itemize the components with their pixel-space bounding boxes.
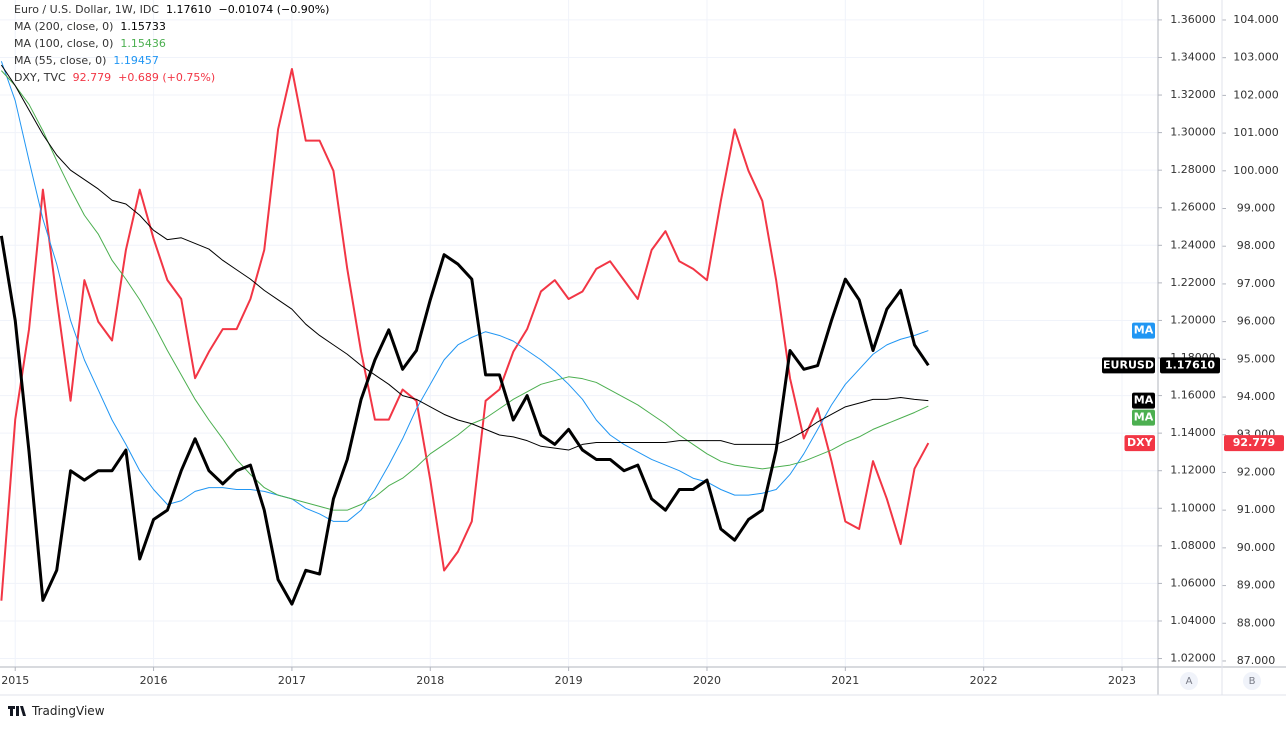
legend: Euro / U.S. Dollar, 1W, IDC 1.17610 −0.010… [14, 1, 336, 86]
y2-tick-label: 89.000 [1237, 579, 1276, 592]
series-tag-label: MA [1134, 324, 1154, 337]
y-tick-label: 1.12000 [1170, 464, 1216, 477]
axis-value-label: 92.779 [1233, 436, 1275, 449]
y2-tick-label: 102.000 [1233, 88, 1279, 101]
y-tick-label: 1.28000 [1170, 163, 1216, 176]
y-tick-label: 1.02000 [1170, 652, 1216, 665]
legend-value: 1.15733 [120, 20, 166, 33]
series-tag [1124, 435, 1155, 452]
x-tick-label: 2021 [831, 674, 859, 687]
scale-button-circle [1243, 672, 1261, 690]
legend-value: 1.17610 [166, 3, 212, 16]
series-line [0, 235, 930, 606]
series-tag-label: MA [1134, 411, 1154, 424]
x-tick-label: 2020 [693, 674, 721, 687]
logo: TradingView [8, 704, 105, 718]
logo-text: TradingView [32, 704, 105, 718]
series-line [0, 61, 929, 522]
series-line [0, 64, 929, 451]
y-tick-label: 1.22000 [1170, 276, 1216, 289]
legend-row: Euro / U.S. Dollar, 1W, IDC 1.17610 −0.010… [14, 1, 336, 18]
legend-change: −0.01074 (−0.90%) [218, 3, 330, 16]
y-tick-label: 1.08000 [1170, 539, 1216, 552]
legend-row: MA (200, close, 0) 1.15733 [14, 18, 336, 35]
series-tag [1132, 409, 1155, 426]
y-tick-label: 1.04000 [1170, 614, 1216, 627]
y2-tick-label: 94.000 [1237, 390, 1276, 403]
y2-tick-label: 91.000 [1237, 503, 1276, 516]
y-tick-label: 1.16000 [1170, 389, 1216, 402]
y-tick-label: 1.34000 [1170, 50, 1216, 63]
x-tick-label: 2018 [416, 674, 444, 687]
y-tick-label: 1.10000 [1170, 501, 1216, 514]
axis-value-label: 1.17610 [1165, 358, 1215, 371]
x-tick-label: 2016 [140, 674, 168, 687]
x-tick-label: 2023 [1108, 674, 1136, 687]
x-tick-label: 2019 [555, 674, 583, 687]
y2-tick-label: 95.000 [1237, 352, 1276, 365]
axis-value-box [1160, 357, 1220, 374]
series-line [0, 68, 930, 601]
y2-tick-label: 87.000 [1237, 654, 1276, 667]
y2-tick-label: 100.000 [1233, 164, 1279, 177]
axis-value-box [1224, 435, 1284, 452]
x-tick-label: 2022 [970, 674, 998, 687]
legend-row: MA (100, close, 0) 1.15436 [14, 35, 336, 52]
y2-tick-label: 101.000 [1233, 126, 1279, 139]
y2-tick-label: 103.000 [1233, 51, 1279, 64]
y2-tick-label: 96.000 [1237, 315, 1276, 328]
legend-value: 1.19457 [113, 54, 159, 67]
legend-name: MA (55, close, 0) [14, 54, 107, 67]
legend-change: +0.689 (+0.75%) [118, 71, 216, 84]
y-tick-label: 1.30000 [1170, 126, 1216, 139]
series-tag [1132, 322, 1155, 339]
y-tick-label: 1.06000 [1170, 576, 1216, 589]
x-tick-label: 2017 [278, 674, 306, 687]
y-tick-label: 1.26000 [1170, 201, 1216, 214]
logo-icon [8, 706, 26, 716]
y-tick-label: 1.36000 [1170, 13, 1216, 26]
series-line [1, 70, 929, 511]
y-tick-label: 1.20000 [1170, 313, 1216, 326]
y2-tick-label: 104.000 [1233, 13, 1279, 26]
legend-name: MA (100, close, 0) [14, 37, 114, 50]
scale-button[interactable]: A [1180, 672, 1198, 690]
scale-button-circle [1180, 672, 1198, 690]
legend-value: 1.15436 [120, 37, 166, 50]
series-tag [1102, 357, 1155, 374]
series-tag-label: DXY [1127, 436, 1154, 449]
series-tag [1132, 392, 1155, 409]
y2-tick-label: 98.000 [1237, 239, 1276, 252]
y-tick-label: 1.32000 [1170, 88, 1216, 101]
legend-name: DXY, TVC [14, 71, 66, 84]
y-tick-label: 1.14000 [1170, 426, 1216, 439]
y2-tick-label: 97.000 [1237, 277, 1276, 290]
series-tag-label: MA [1134, 394, 1154, 407]
y2-tick-label: 90.000 [1237, 541, 1276, 554]
legend-value: 92.779 [72, 71, 112, 84]
x-tick-label: 2015 [1, 674, 29, 687]
scale-button-label[interactable]: A [1186, 676, 1193, 687]
y2-tick-label: 88.000 [1237, 616, 1276, 629]
legend-row: MA (55, close, 0) 1.19457 [14, 52, 336, 69]
legend-row: DXY, TVC 92.779 +0.689 (+0.75%) [14, 69, 336, 86]
y2-tick-label: 99.000 [1237, 202, 1276, 215]
scale-button[interactable]: B [1243, 672, 1261, 690]
scale-button-label[interactable]: B [1249, 676, 1256, 687]
legend-name: Euro / U.S. Dollar, 1W, IDC [14, 3, 159, 16]
legend-name: MA (200, close, 0) [14, 20, 114, 33]
series-tag-label: EURUSD [1103, 358, 1154, 371]
y2-tick-label: 92.000 [1237, 465, 1276, 478]
y-tick-label: 1.24000 [1170, 238, 1216, 251]
